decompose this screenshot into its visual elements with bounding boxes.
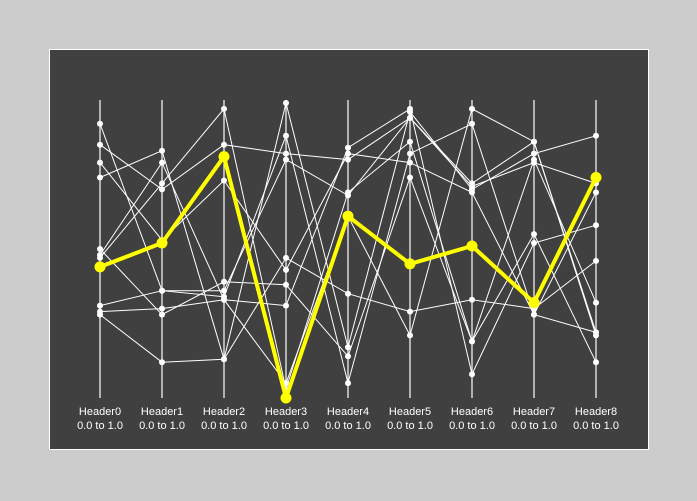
record-1-point [345,344,351,351]
record-6-point [97,159,103,166]
record-8-point [531,138,537,145]
record-1-point [593,132,599,139]
record-3-point [221,105,227,112]
axis-label-header3: Header3 [265,406,307,418]
record-5-point [283,302,289,309]
axis-range-header2: 0.0 to 1.0 [201,420,247,432]
record-1-point [159,147,165,154]
record-7-point [159,287,165,294]
record-2-point [283,150,289,157]
record-9-point [283,254,289,261]
highlighted-record-point [342,210,354,222]
record-10-point [345,353,351,360]
axis-label-header1: Header1 [141,406,183,418]
record-2-point [221,141,227,148]
record-1-point [283,100,289,106]
record-7-point [469,180,475,187]
parallel-coordinates-chart: Header0 0.0 to 1.0 Header1 0.0 to 1.0 Header… [77,100,619,432]
record-9-point [159,359,165,366]
record-9-point [469,296,475,303]
highlighted-record-point [466,240,478,252]
axis-label-header2: Header2 [203,406,245,418]
record-4-point [407,150,413,157]
record-5-point [469,371,475,378]
record-6-point [407,159,413,166]
record-10-point [159,311,165,318]
axis-label-header8: Header8 [575,406,617,418]
record-4-point [97,120,103,127]
record-4-point [469,120,475,127]
axis-range-header8: 0.0 to 1.0 [573,420,619,432]
record-10-point [97,246,103,252]
record-10-point [531,231,537,238]
axis-range-header6: 0.0 to 1.0 [449,420,495,432]
axis-range-header7: 0.0 to 1.0 [511,420,557,432]
record-6-point [345,150,351,157]
record-8-point [469,105,475,112]
record-4-point [345,380,351,387]
record-3-point [407,138,413,145]
record-5-point [407,105,413,112]
record-10-point [407,174,413,181]
record-3-point [593,299,599,306]
record-2-point [97,141,103,148]
highlighted-record-point [156,237,168,249]
record-10-point [221,278,227,285]
record-8-point [407,332,413,339]
axis-range-header1: 0.0 to 1.0 [139,420,185,432]
record-6-point [593,189,599,196]
record-2-point [159,186,165,193]
chart-panel: Header0 0.0 to 1.0 Header1 0.0 to 1.0 Header… [49,49,649,450]
record-5-point [593,222,599,229]
record-9-point [407,308,413,315]
record-9-point [593,257,599,264]
record-8-point [159,159,165,166]
axis-label-header0: Header0 [79,406,121,418]
record-3-point [159,180,165,187]
record-7-point [407,114,413,121]
record-10-point [283,281,289,288]
record-1-point [531,150,537,157]
record-6-point [221,177,227,184]
record-2-point [345,156,351,163]
axis-label-header7: Header7 [513,406,555,418]
axis-range-header4: 0.0 to 1.0 [325,420,371,432]
record-5-point [159,305,165,312]
record-1-point [97,174,103,181]
record-9-point [97,311,103,318]
record-5-point [531,240,537,246]
record-4-point [283,132,289,139]
record-8-point [97,252,103,258]
record-7-point [221,287,227,294]
highlighted-record-point [528,297,540,309]
highlighted-record-point [218,151,230,163]
record-6-point [469,189,475,196]
highlighted-record-point [404,258,416,270]
record-6-point [283,266,289,273]
axis-label-header4: Header4 [327,406,369,418]
record-8-point [221,296,227,303]
record-7-point [283,156,289,163]
record-3-point [531,156,537,163]
axis-range-header0: 0.0 to 1.0 [77,420,123,432]
record-10-point [593,359,599,366]
record-7-point [97,302,103,309]
record-9-point [221,356,227,363]
axis-label-header5: Header5 [389,406,431,418]
axis-label-header6: Header6 [451,406,493,418]
record-5-point [345,144,351,151]
record-7-point [345,192,351,199]
axis-range-header5: 0.0 to 1.0 [387,420,433,432]
record-6-point [531,311,537,318]
record-9-point [345,290,351,297]
highlighted-record-point [280,392,292,404]
axis-range-header3: 0.0 to 1.0 [263,420,309,432]
record-8-point [593,329,599,336]
record-10-point [469,338,475,345]
highlighted-record-point [94,261,106,273]
highlighted-record-point [590,172,602,183]
